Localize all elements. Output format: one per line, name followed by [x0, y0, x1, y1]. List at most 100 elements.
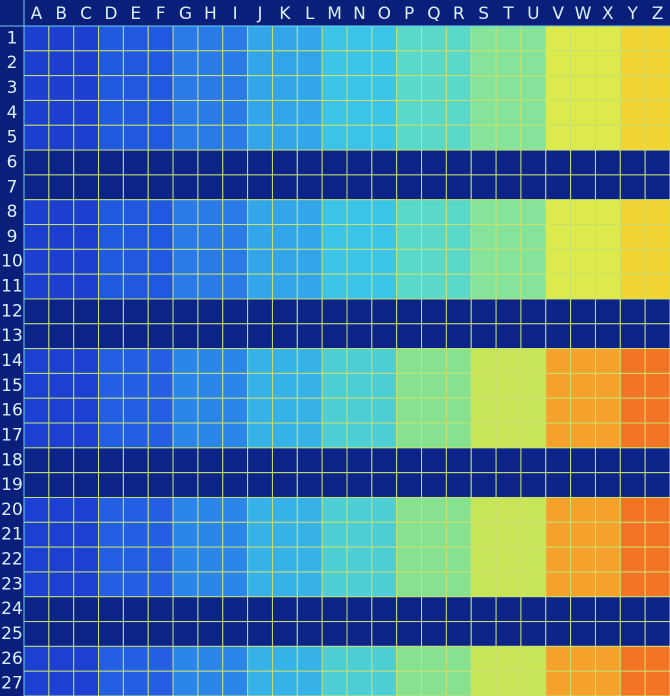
well	[296, 25, 323, 52]
column-label: N	[353, 4, 366, 24]
well	[594, 199, 621, 226]
well	[396, 571, 423, 598]
well	[495, 273, 522, 300]
well	[296, 472, 323, 498]
well	[23, 149, 50, 176]
well	[470, 99, 497, 126]
well	[23, 645, 50, 672]
well	[147, 124, 174, 151]
well	[594, 596, 621, 623]
well	[98, 422, 124, 449]
well	[321, 124, 348, 151]
well	[98, 472, 124, 498]
well	[98, 670, 124, 696]
well	[98, 571, 124, 598]
well	[122, 298, 149, 325]
well	[271, 99, 298, 126]
row-label: 25	[1, 624, 23, 644]
well	[644, 149, 670, 176]
well	[172, 149, 199, 176]
well	[545, 50, 572, 77]
well	[321, 75, 348, 101]
well	[247, 99, 273, 126]
well	[296, 273, 323, 300]
well	[321, 596, 348, 623]
row-label: 27	[1, 674, 23, 694]
well	[396, 174, 423, 201]
row-label: 24	[1, 599, 23, 619]
well	[147, 472, 174, 498]
well	[321, 224, 348, 250]
row-label: 2	[7, 53, 18, 73]
well	[48, 199, 75, 226]
well	[644, 348, 670, 374]
well	[346, 645, 373, 672]
column-label: G	[179, 4, 192, 24]
well	[98, 224, 124, 250]
well	[48, 621, 75, 647]
well	[247, 50, 273, 77]
well	[23, 174, 50, 201]
column-label: W	[575, 4, 592, 24]
row-label: 17	[1, 425, 23, 445]
well	[495, 124, 522, 151]
column-label: P	[404, 4, 414, 24]
well	[371, 124, 398, 151]
well	[271, 596, 298, 623]
well	[421, 571, 447, 598]
well	[48, 323, 75, 350]
well	[470, 496, 497, 523]
well	[396, 546, 423, 573]
well	[520, 422, 547, 449]
well	[570, 273, 596, 300]
well	[73, 348, 100, 374]
well	[48, 372, 75, 399]
well	[247, 75, 273, 101]
well	[346, 621, 373, 647]
well	[271, 496, 298, 523]
well	[122, 224, 149, 250]
well	[346, 496, 373, 523]
well	[445, 397, 472, 424]
well	[172, 50, 199, 77]
well	[73, 372, 100, 399]
well	[98, 348, 124, 374]
well	[222, 496, 249, 523]
well	[73, 248, 100, 275]
well	[122, 546, 149, 573]
well	[271, 670, 298, 696]
well	[172, 447, 199, 474]
well	[520, 199, 547, 226]
well	[172, 199, 199, 226]
well	[296, 645, 323, 672]
well	[23, 496, 50, 523]
well	[271, 199, 298, 226]
well	[346, 323, 373, 350]
well	[73, 571, 100, 598]
well	[122, 199, 149, 226]
well	[172, 621, 199, 647]
well	[147, 521, 174, 548]
well	[73, 670, 100, 696]
row-label: 22	[1, 550, 23, 570]
well	[545, 323, 572, 350]
well	[396, 75, 423, 101]
well	[421, 248, 447, 275]
well	[421, 422, 447, 449]
well	[520, 248, 547, 275]
well	[271, 149, 298, 176]
well	[396, 447, 423, 474]
well	[122, 571, 149, 598]
column-label: R	[453, 4, 465, 24]
well	[495, 298, 522, 325]
well	[48, 571, 75, 598]
well	[371, 50, 398, 77]
well	[296, 447, 323, 474]
well	[371, 149, 398, 176]
well	[644, 521, 670, 548]
well	[247, 224, 273, 250]
well	[247, 621, 273, 647]
well	[570, 422, 596, 449]
well	[98, 372, 124, 399]
